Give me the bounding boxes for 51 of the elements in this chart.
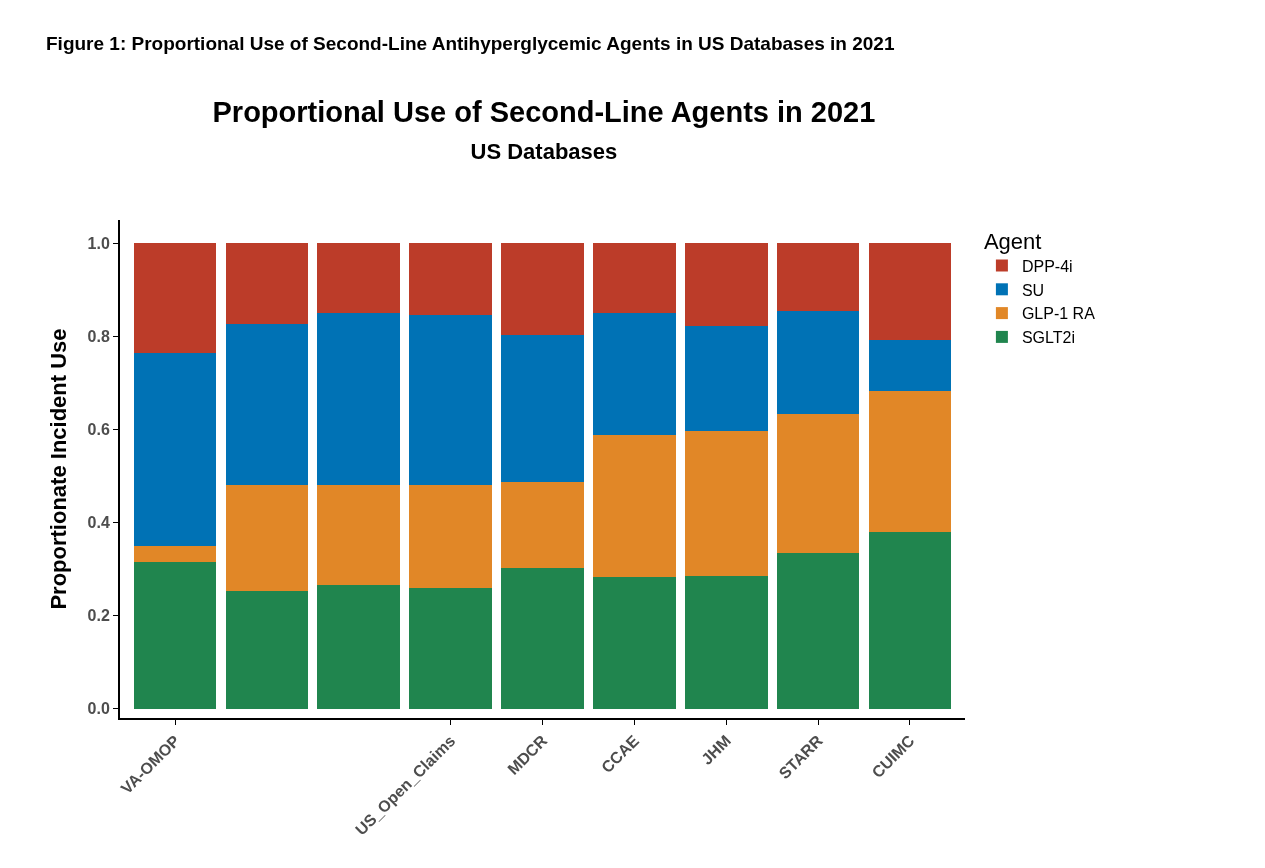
bar (684, 243, 768, 327)
bar (317, 313, 401, 486)
bar (501, 482, 584, 569)
bar (776, 413, 860, 553)
bar (868, 391, 952, 532)
bar (225, 591, 309, 709)
bar (317, 485, 401, 585)
bar (409, 314, 492, 486)
chart-title: Proportional Use of Second-Line Agents in 2021 (212, 95, 876, 128)
bar (409, 485, 492, 589)
bar (501, 568, 584, 709)
bar (868, 339, 952, 392)
bar (317, 584, 401, 709)
y-tick-label: 0.0 (87, 700, 110, 718)
bar (133, 561, 217, 709)
bar (225, 485, 309, 592)
y-axis-title: Proportionate Incident Use (45, 328, 71, 610)
bar (133, 546, 217, 562)
bar (593, 313, 676, 435)
bar (317, 243, 401, 314)
y-tick-label: 0.2 (87, 607, 110, 625)
bar (409, 243, 492, 315)
y-tick-label: 0.8 (87, 327, 110, 345)
bar (684, 326, 768, 432)
bar (776, 310, 860, 414)
bar (684, 576, 768, 709)
caption: Figure 1: Proportional Use of Second-Line Antihyperglycemic Agents in US Databases in 2021 (46, 33, 895, 54)
bar (776, 243, 860, 311)
bar (776, 552, 860, 709)
bar (133, 243, 217, 353)
legend-label: SGLT2i (1021, 329, 1075, 347)
bar (501, 243, 584, 335)
bar (684, 431, 768, 577)
bar (409, 588, 492, 709)
bar (593, 434, 676, 577)
legend-label: SU (1021, 281, 1045, 299)
y-tick-label: 0.6 (87, 421, 110, 439)
bar (593, 576, 676, 709)
y-tick-label: 0.4 (87, 514, 110, 532)
bar (868, 531, 952, 709)
bar (225, 243, 309, 324)
bar (593, 243, 676, 314)
legend-label: GLP-1 RA (1021, 305, 1096, 323)
bar (133, 352, 217, 547)
chart-subtitle: US Databases (470, 139, 618, 165)
bar (225, 323, 309, 486)
legend-title: Agent (983, 228, 1042, 254)
bar (868, 243, 952, 340)
legend-label: DPP-4i (1021, 257, 1073, 275)
bar (501, 334, 584, 483)
y-tick-label: 1.0 (87, 234, 110, 252)
